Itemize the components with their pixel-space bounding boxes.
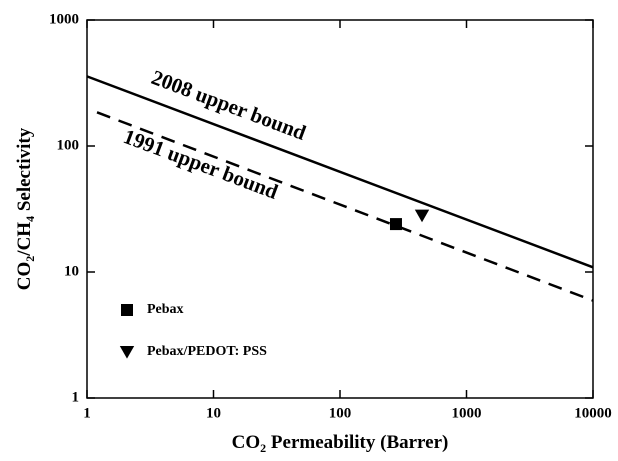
y-tick-label: 1000 <box>49 11 79 27</box>
legend-label: Pebax/PEDOT: PSS <box>147 344 267 359</box>
x-axis-label: CO2 Permeability (Barrer) <box>232 432 449 454</box>
x-tick-label: 10 <box>206 405 221 421</box>
annotation: 2008 upper bound <box>148 65 309 145</box>
label-part: /CH <box>14 222 35 257</box>
y-tick-label: 1 <box>72 389 80 405</box>
bound-line <box>86 75 594 269</box>
label-part: CO <box>232 432 261 453</box>
legend-marker <box>121 304 133 316</box>
marker <box>389 218 402 231</box>
legend-marker <box>119 346 135 359</box>
subscript: 2 <box>260 441 266 455</box>
annotation: 1991 upper bound <box>120 124 281 204</box>
subscript: 2 <box>23 256 37 262</box>
subscript: 4 <box>23 216 37 222</box>
x-tick-label: 1 <box>83 405 91 421</box>
x-tick-label: 1000 <box>452 405 482 421</box>
y-tick-label: 10 <box>64 263 79 279</box>
y-axis-label: CO2/CH4 Selectivity <box>14 127 36 290</box>
x-tick-label: 10000 <box>574 405 612 421</box>
label-part: Selectivity <box>14 127 35 216</box>
bound-line <box>96 111 594 302</box>
label-part: Permeability (Barrer) <box>266 432 448 453</box>
x-tick-label: 100 <box>329 405 352 421</box>
legend-label: Pebax <box>147 302 184 317</box>
marker <box>414 209 430 223</box>
label-part: CO <box>14 262 35 291</box>
y-tick-label: 100 <box>57 137 80 153</box>
